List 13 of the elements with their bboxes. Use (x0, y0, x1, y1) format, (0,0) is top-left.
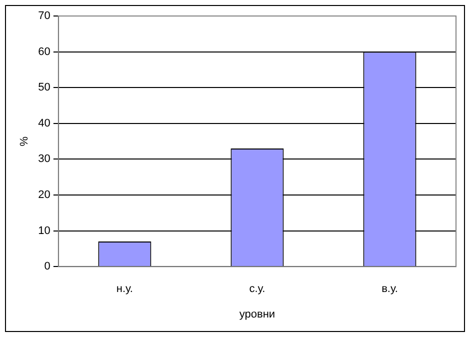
y-tick-label: 10 (38, 224, 50, 237)
x-tick-label: в.у. (382, 283, 398, 296)
x-tick-label: н.у. (116, 283, 133, 296)
x-tick-label: с.у. (249, 283, 266, 296)
x-axis-title: уровни (239, 308, 276, 320)
y-tick-label: 70 (38, 10, 50, 22)
y-tick-label: 40 (38, 117, 50, 130)
y-tick-label: 60 (38, 46, 50, 58)
y-tick-label: 30 (38, 153, 50, 166)
y-tick-label: 50 (38, 82, 50, 94)
y-tick-label: 0 (44, 260, 50, 273)
y-tick-label: 20 (38, 189, 50, 202)
y-axis-title: % (18, 136, 31, 146)
